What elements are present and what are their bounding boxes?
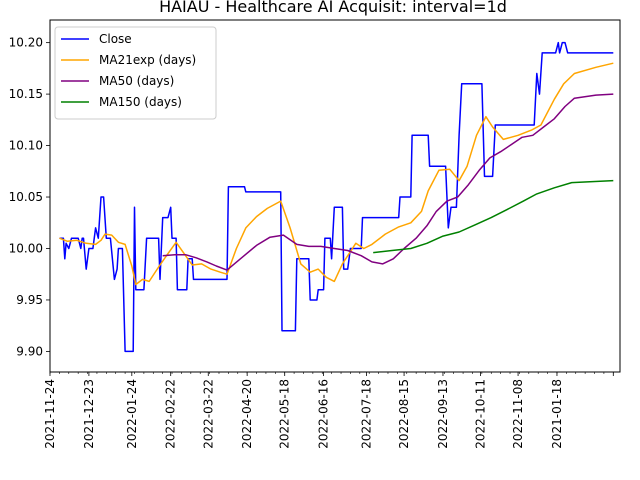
x-tick-label: 2022-01-24 xyxy=(125,379,139,449)
chart-title: HAIAU - Healthcare AI Acquisit: interval… xyxy=(159,0,507,16)
y-tick-label: 9.90 xyxy=(16,344,43,358)
series-line-0 xyxy=(59,41,614,353)
legend-label: MA150 (days) xyxy=(99,95,182,109)
legend-label: MA50 (days) xyxy=(99,74,174,88)
x-tick-label: 2022-04-20 xyxy=(240,379,254,449)
x-tick-label: 2022-10-11 xyxy=(474,379,488,449)
legend-label: Close xyxy=(99,32,132,46)
axes-layer: 2021-11-24 2021-12-23 2022-01-24 2022-02-22… xyxy=(9,19,621,449)
y-tick-label: 10.20 xyxy=(9,36,43,50)
series-layer xyxy=(59,41,614,353)
series-line-2 xyxy=(162,93,614,271)
y-tick-label: 9.95 xyxy=(16,293,43,307)
x-tick-label: 2022-09-13 xyxy=(436,379,450,449)
legend-box xyxy=(54,26,217,120)
legend: Close MA21exp (days) MA50 (days) MA150 (day… xyxy=(54,26,217,120)
x-tick-label: 2022-02-22 xyxy=(164,379,178,449)
x-tick-label: 2022-11-08 xyxy=(511,379,525,449)
y-tick-label: 10.15 xyxy=(9,87,43,101)
x-tick-label: 2022-08-15 xyxy=(397,379,411,449)
x-tick-label: 2021-01-18 xyxy=(550,379,564,449)
x-tick-label: 2022-05-18 xyxy=(278,379,292,449)
x-tick-label: 2022-03-22 xyxy=(201,379,215,449)
series-line-1 xyxy=(59,62,614,286)
x-tick-label: 2022-06-16 xyxy=(317,379,331,449)
plot-frame xyxy=(49,19,621,373)
series-line-3 xyxy=(373,179,614,254)
y-tick-label: 10.00 xyxy=(9,241,43,255)
x-tick-label: 2021-12-23 xyxy=(82,379,96,449)
y-tick-label: 10.05 xyxy=(9,190,43,204)
x-tick-label: 2021-11-24 xyxy=(43,379,57,449)
legend-label: MA21exp (days) xyxy=(99,53,196,67)
y-tick-label: 10.10 xyxy=(9,139,43,153)
x-tick-label: 2022-07-18 xyxy=(360,379,374,449)
